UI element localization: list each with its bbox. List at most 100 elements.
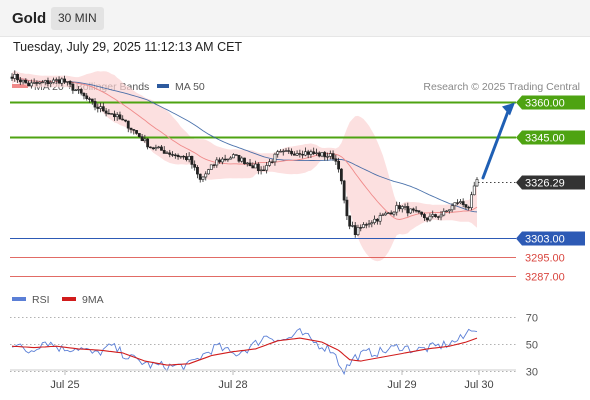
candle: [135, 130, 138, 135]
candle: [85, 93, 89, 101]
candle: [345, 196, 349, 220]
candle: [353, 222, 357, 238]
candle: [220, 157, 224, 165]
candle: [93, 98, 97, 111]
rsi-tick-label: 50: [526, 340, 538, 352]
rsi-panel: 30 50 70: [10, 313, 538, 379]
candle: [268, 158, 271, 167]
candle: [88, 96, 91, 103]
candle: [428, 213, 432, 222]
candle: [306, 149, 310, 159]
candle: [342, 179, 346, 204]
candle: [364, 222, 368, 229]
candle: [35, 80, 39, 86]
candle: [284, 148, 288, 152]
candle: [118, 111, 122, 120]
candle: [248, 158, 252, 167]
ma50-legend-swatch: [157, 84, 169, 88]
candle: [157, 145, 161, 149]
candle: [226, 158, 230, 162]
candle: [223, 154, 227, 162]
candle: [328, 150, 332, 160]
candle: [10, 73, 14, 81]
candle: [315, 148, 318, 156]
forecast-arrow-shaft: [481, 110, 510, 180]
candle: [456, 199, 460, 206]
rsi-tick-label: 30: [526, 367, 538, 379]
candle: [18, 77, 22, 86]
candle: [309, 149, 313, 159]
candle: [298, 149, 302, 158]
candle: [13, 70, 17, 82]
candle: [209, 164, 213, 170]
x-tick-label: Jul 28: [218, 379, 247, 391]
candle: [79, 88, 83, 96]
candle: [90, 98, 94, 105]
candle: [240, 156, 244, 163]
ma9-legend-swatch: [62, 297, 76, 301]
candle: [245, 161, 249, 167]
candle: [218, 157, 221, 164]
candle: [43, 79, 47, 85]
candle: [262, 165, 266, 172]
candle: [320, 152, 324, 158]
candle: [198, 173, 202, 183]
candle: [101, 102, 105, 112]
candle: [351, 221, 354, 228]
candle: [121, 115, 125, 121]
candle: [370, 220, 374, 228]
candle: [425, 217, 429, 223]
candle: [201, 176, 205, 183]
candle: [359, 224, 363, 232]
candle: [378, 212, 382, 225]
candle: [96, 103, 100, 113]
candle: [461, 198, 465, 208]
candle: [104, 108, 108, 117]
candle: [442, 208, 446, 217]
resistance-level-label: 3345.00: [525, 133, 565, 145]
candle: [187, 152, 191, 163]
candle: [254, 160, 257, 169]
candle: [472, 181, 476, 196]
candle: [46, 77, 50, 87]
ma9-legend-label: 9MA: [82, 294, 104, 306]
candle: [398, 201, 401, 212]
candle: [287, 147, 291, 154]
candle: [190, 155, 194, 169]
x-tick-label: Jul 29: [387, 379, 416, 391]
candle: [475, 177, 479, 187]
x-tick-label: Jul 25: [50, 379, 79, 391]
candle: [99, 102, 102, 113]
x-axis: Jul 25 Jul 28 Jul 29 Jul 30: [50, 370, 494, 391]
candle: [24, 78, 28, 84]
candle: [362, 222, 365, 229]
candle: [337, 157, 341, 173]
candle: [234, 154, 238, 156]
candle: [146, 138, 150, 150]
candle: [21, 79, 25, 85]
candle: [29, 79, 33, 89]
candle: [403, 203, 407, 211]
candle: [431, 210, 435, 219]
timeframe-badge[interactable]: 30 MIN: [51, 7, 104, 30]
candlesticks: [10, 70, 479, 238]
candle: [409, 208, 412, 214]
candle: [439, 210, 443, 221]
candle: [16, 73, 19, 83]
candle: [148, 146, 152, 149]
candle: [154, 144, 158, 151]
candle: [303, 147, 307, 157]
candle: [196, 165, 199, 179]
candle: [312, 147, 316, 156]
candle: [290, 148, 293, 156]
candle: [171, 151, 174, 157]
candle: [348, 215, 352, 230]
x-tick-label: Jul 30: [464, 379, 493, 391]
candle: [389, 210, 393, 215]
candle: [420, 211, 424, 217]
candle: [107, 109, 111, 115]
candle: [387, 212, 390, 214]
ma20-legend-swatch: [12, 84, 28, 88]
candle: [414, 206, 418, 213]
